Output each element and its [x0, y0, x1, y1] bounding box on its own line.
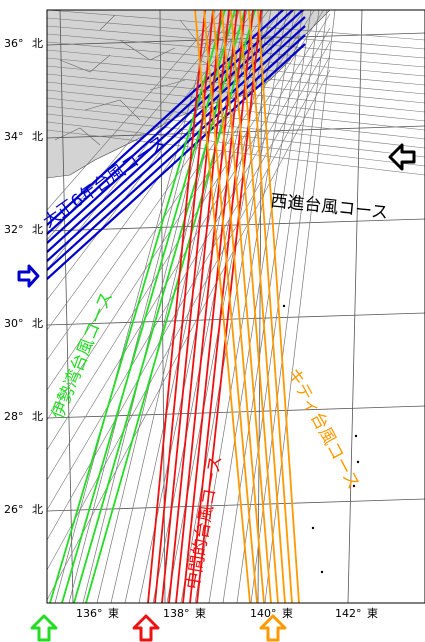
track-middle — [196, 10, 262, 603]
lat-label-30: 30° — [4, 317, 24, 330]
west-arrow-icon — [388, 143, 416, 171]
track-gray — [222, 10, 312, 603]
track-taisho — [47, 10, 285, 226]
track-gray — [47, 89, 425, 131]
track-middle — [168, 10, 230, 603]
track-middle — [182, 10, 246, 603]
track-gray — [47, 10, 325, 451]
lat-label-34: 34° — [4, 130, 24, 143]
track-gray — [194, 10, 296, 603]
track-middle — [147, 10, 206, 603]
meridian-line — [59, 10, 74, 603]
track-taisho — [47, 10, 305, 244]
lon-dir-142: 東 — [367, 607, 378, 620]
track-gray — [47, 121, 425, 167]
kitty-arrow-icon — [259, 614, 287, 642]
track-kitty — [257, 10, 300, 603]
track-gray — [47, 55, 331, 571]
track-gray — [47, 10, 282, 331]
track-taisho — [47, 43, 306, 280]
track-kitty — [212, 10, 265, 603]
track-kitty — [239, 10, 286, 603]
lon-label-142: 142° — [335, 607, 362, 620]
middle-arrow-icon — [132, 614, 160, 642]
track-kitty — [221, 10, 272, 603]
meridian-line — [347, 10, 363, 603]
typhoon-tracks — [47, 10, 425, 603]
track-gray — [47, 41, 425, 77]
track-isewan — [61, 10, 236, 603]
track-middle — [189, 10, 254, 603]
parallel-line — [47, 125, 425, 139]
track-gray — [47, 33, 425, 68]
track-gray — [47, 10, 240, 241]
track-gray — [54, 10, 216, 603]
lon-label-136: 136° — [76, 607, 103, 620]
isewan-arrow-icon — [30, 614, 58, 642]
track-gray — [47, 65, 425, 104]
parallel-line — [47, 498, 425, 512]
track-gray — [47, 10, 256, 271]
track-gray — [47, 10, 224, 211]
track-kitty — [203, 10, 258, 603]
lat-dir-36: 北 — [32, 37, 43, 50]
parallel-line — [47, 405, 425, 419]
lon-dir-138: 東 — [195, 607, 206, 620]
track-gray — [47, 113, 425, 158]
map-frame — [46, 9, 425, 604]
track-gray — [47, 13, 331, 481]
track-gray — [47, 41, 331, 541]
track-gray — [47, 129, 425, 176]
lat-label-28: 28° — [4, 410, 24, 423]
track-gray — [47, 105, 425, 149]
taisho-arrow-icon — [17, 264, 40, 288]
lat-label-32: 32° — [4, 223, 24, 236]
track-taisho — [47, 10, 295, 235]
track-kitty — [194, 10, 251, 603]
longitude-labels: 136° 東 138° 東 140° 東 142° 東 — [76, 607, 378, 620]
lat-dir-32: 北 — [32, 223, 43, 236]
track-gray — [47, 97, 425, 140]
lon-dir-140: 東 — [282, 607, 293, 620]
lon-label-140: 140° — [250, 607, 277, 620]
track-gray — [68, 10, 224, 603]
track-gray — [47, 10, 294, 361]
track-gray — [180, 10, 288, 603]
lat-dir-30: 北 — [32, 317, 43, 330]
lat-label-36: 36° — [4, 37, 24, 50]
islands — [282, 304, 360, 574]
parallel-line — [47, 218, 425, 232]
lon-dir-136: 東 — [108, 607, 119, 620]
lat-dir-34: 北 — [32, 130, 43, 143]
track-middle — [175, 10, 238, 603]
track-isewan — [73, 10, 246, 603]
lat-dir-26: 北 — [32, 503, 43, 516]
lon-label-138: 138° — [163, 607, 190, 620]
lat-label-26: 26° — [4, 503, 24, 516]
track-middle — [161, 10, 222, 603]
track-gray — [208, 10, 304, 603]
lat-dir-28: 北 — [32, 410, 43, 423]
track-kitty — [230, 10, 279, 603]
track-kitty — [248, 10, 293, 603]
latitude-labels: 36° 北 34° 北 32° 北 30° 北 28° 北 26° 北 — [4, 37, 43, 516]
track-gray — [47, 17, 425, 50]
